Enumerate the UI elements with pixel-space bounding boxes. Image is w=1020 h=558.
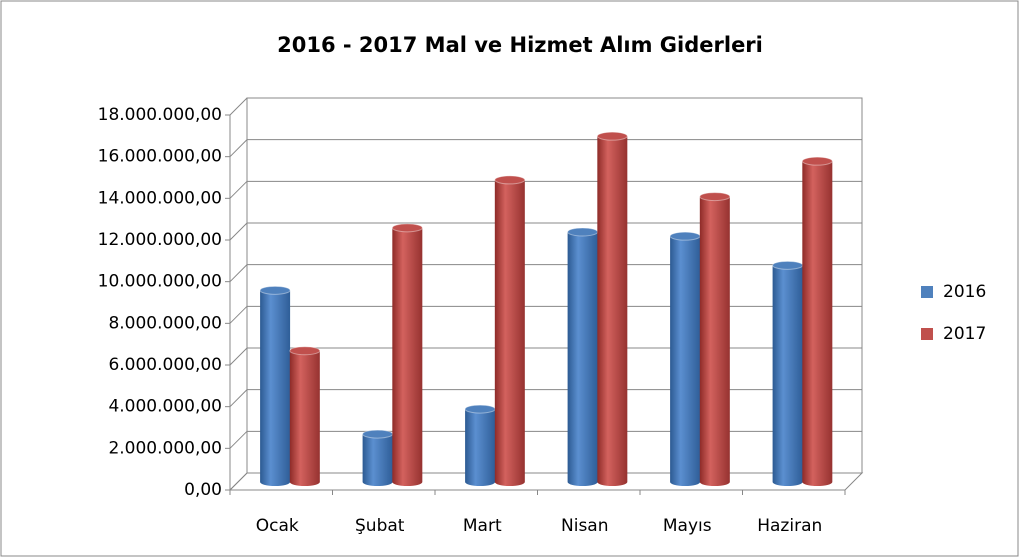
bar <box>464 404 496 486</box>
legend-swatch <box>921 328 933 340</box>
y-tick-label: 18.000.000,00 <box>98 105 222 125</box>
y-tick-label: 0,00 <box>184 480 222 500</box>
grid-line <box>229 305 862 324</box>
grid-line <box>229 472 862 491</box>
grid-line <box>229 97 862 116</box>
bar <box>362 429 394 486</box>
grid-line <box>229 389 862 408</box>
grid-line <box>229 180 862 199</box>
x-tick-label: Mayıs <box>663 516 712 536</box>
x-tick-label: Mart <box>463 516 502 536</box>
bar <box>772 260 804 486</box>
bar <box>596 131 628 486</box>
bar <box>699 192 731 487</box>
bar <box>801 156 833 486</box>
bar <box>259 285 291 486</box>
bar <box>289 346 321 486</box>
y-tick-label: 8.000.000,00 <box>108 313 222 333</box>
legend-label: 2017 <box>943 324 986 344</box>
grid-line <box>229 347 862 366</box>
y-tick-label: 2.000.000,00 <box>108 438 222 458</box>
bar <box>494 175 526 486</box>
legend-swatch <box>921 286 933 298</box>
x-tick-label: Şubat <box>355 516 405 536</box>
bar <box>391 223 423 487</box>
y-tick-label: 12.000.000,00 <box>98 230 222 250</box>
y-tick-label: 6.000.000,00 <box>108 355 222 375</box>
grid-line <box>229 139 862 158</box>
grid-line <box>229 264 862 283</box>
grid-line <box>229 430 862 449</box>
grid-line <box>229 222 862 241</box>
y-tick-label: 4.000.000,00 <box>108 397 222 417</box>
y-tick-label: 10.000.000,00 <box>98 272 222 292</box>
chart-title: 2016 - 2017 Mal ve Hizmet Alım Giderleri <box>277 33 763 57</box>
y-tick-label: 14.000.000,00 <box>98 188 222 208</box>
x-tick-label: Nisan <box>561 516 609 536</box>
x-tick-label: Ocak <box>256 516 299 536</box>
legend-label: 2016 <box>943 282 986 302</box>
y-tick-label: 16.000.000,00 <box>98 147 222 167</box>
bar <box>567 227 599 486</box>
bar <box>669 231 701 486</box>
x-tick-label: Haziran <box>757 516 822 536</box>
